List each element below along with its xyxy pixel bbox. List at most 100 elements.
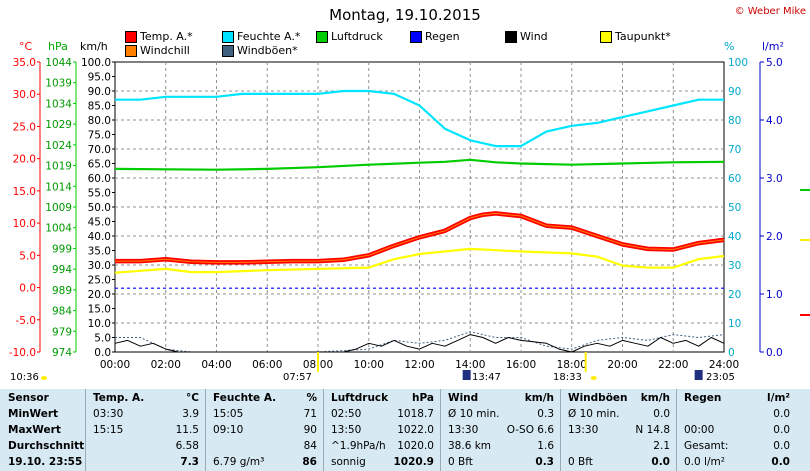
legend-swatch xyxy=(600,30,612,43)
speed-tick-label: 10.0 xyxy=(88,318,111,330)
temp-tick-label: -5.0 xyxy=(16,315,37,327)
humidity-tick-label: 100 xyxy=(728,57,748,69)
moon-phase-icon xyxy=(694,370,703,380)
legend-label: Feuchte A.* xyxy=(237,30,301,43)
table-cell-value-regen: 0.0 xyxy=(773,440,790,452)
speed-tick-label: 75.0 xyxy=(88,130,111,142)
table-header-regen: Regen xyxy=(684,392,722,404)
table-cell-value-boeen: 0.0 xyxy=(651,456,670,468)
pressure-tick-label: 1009 xyxy=(45,202,72,214)
series-line-taupunkt xyxy=(114,247,725,274)
speed-tick-label: 85.0 xyxy=(88,101,111,113)
temp-tick-label: 30.0 xyxy=(13,89,36,101)
table-column-divider xyxy=(560,389,561,471)
speed-tick-label: 40.0 xyxy=(88,231,111,243)
speed-tick-label: 50.0 xyxy=(88,202,111,214)
table-cell-value-regen: 0.0 xyxy=(773,408,790,420)
table-column-divider xyxy=(440,389,441,471)
table-cell-value-feuchte: 71 xyxy=(303,408,317,420)
table-cell-label-feuchte: 6.79 g/m³ xyxy=(213,456,265,468)
humidity-tick-label: 50 xyxy=(728,202,741,214)
rain-tick-label: 2.0 xyxy=(766,231,783,243)
table-cell-label-wind: 0 Bft xyxy=(448,456,473,468)
temp-tick-label: 25.0 xyxy=(13,121,36,133)
speed-tick-label: 90.0 xyxy=(88,86,111,98)
moon-time-2: 23:05 xyxy=(706,372,735,383)
rain-tick-label: 0.0 xyxy=(766,347,783,359)
rain-tick-label: 3.0 xyxy=(766,173,783,185)
humidity-tick-label: 90 xyxy=(728,86,741,98)
pressure-tick-label: 994 xyxy=(52,264,72,276)
row-label-min: MinWert xyxy=(8,408,59,420)
x-tick-label: 00:00 xyxy=(100,359,130,371)
table-column-divider xyxy=(676,389,677,471)
pressure-tick-label: 989 xyxy=(52,285,72,297)
pressure-tick-label: 984 xyxy=(52,306,72,318)
table-header-luftdruck: Luftdruck xyxy=(331,392,389,404)
humidity-tick-label: 40 xyxy=(728,231,741,243)
x-tick-label: 20:00 xyxy=(607,359,637,371)
table-cell-value-temp: 3.9 xyxy=(182,408,199,420)
legend-item: Windchill xyxy=(125,44,190,57)
table-cell-value-temp: 6.58 xyxy=(175,440,199,452)
legend-label: Regen xyxy=(425,30,460,43)
chart-title: Montag, 19.10.2015 xyxy=(329,6,481,24)
temp-tick-label: 10.0 xyxy=(13,218,36,230)
humidity-tick-label: 60 xyxy=(728,173,741,185)
series-line-wind xyxy=(114,334,725,353)
legend-item: Regen xyxy=(410,30,460,43)
pressure-axis-unit: hPa xyxy=(48,40,68,53)
x-tick-label: 06:00 xyxy=(252,359,282,371)
table-cell-label-feuchte: 15:05 xyxy=(213,408,244,420)
table-cell-label-luftdruck: sonnig xyxy=(331,456,366,468)
humidity-tick-label: 30 xyxy=(728,260,741,272)
x-tick-label: 18:00 xyxy=(557,359,587,371)
table-cell-value-luftdruck: 1020.0 xyxy=(397,440,434,452)
row-label-current: 19.10. 23:55 xyxy=(8,456,83,468)
table-column-divider xyxy=(85,389,86,471)
pressure-tick-label: 1044 xyxy=(45,57,72,69)
table-cell-value-temp: 11.5 xyxy=(175,424,199,436)
moon-icon xyxy=(41,376,47,380)
humidity-tick-label: 0 xyxy=(728,347,735,359)
speed-tick-label: 55.0 xyxy=(88,188,111,200)
table-cell-value-feuchte: 90 xyxy=(303,424,317,436)
temp-axis-unit: °C xyxy=(19,40,33,53)
table-cell-value-boeen: 0.0 xyxy=(653,408,670,420)
humidity-tick-label: 70 xyxy=(728,144,741,156)
temp-tick-label: 20.0 xyxy=(13,154,36,166)
table-unit-regen: l/m² xyxy=(767,392,790,404)
pressure-tick-label: 979 xyxy=(52,326,72,338)
speed-tick-label: 70.0 xyxy=(88,144,111,156)
speed-tick-label: 30.0 xyxy=(88,260,111,272)
legend-item: Taupunkt* xyxy=(600,30,671,43)
table-cell-value-wind: 0.3 xyxy=(537,408,554,420)
x-tick-label: 10:00 xyxy=(354,359,384,371)
humidity-tick-label: 80 xyxy=(728,115,741,127)
table-cell-value-wind: 1.6 xyxy=(537,440,554,452)
table-cell-value-wind: 0.3 xyxy=(535,456,554,468)
table-cell-label-boeen: 13:30 xyxy=(568,424,599,436)
legend-item: Feuchte A.* xyxy=(222,30,300,43)
pressure-tick-label: 999 xyxy=(52,243,72,255)
table-cell-label-temp: 03:30 xyxy=(93,408,124,420)
table-cell-value-luftdruck: 1018.7 xyxy=(397,408,434,420)
moonset-time: 10:36 xyxy=(10,372,39,383)
sunset-time: 18:33 xyxy=(553,372,582,383)
legend-swatch xyxy=(222,44,234,57)
table-cell-label-boeen: Ø 10 min. xyxy=(568,408,620,420)
pressure-tick-label: 1014 xyxy=(45,181,72,193)
x-tick-label: 22:00 xyxy=(658,359,688,371)
table-cell-value-luftdruck: 1020.9 xyxy=(393,456,434,468)
legend-label: Windchill xyxy=(140,44,190,57)
x-tick-label: 16:00 xyxy=(506,359,536,371)
legend-item: Windböen* xyxy=(222,44,298,57)
speed-tick-label: 25.0 xyxy=(88,275,111,287)
weather-chart: 35.0 30.0 25.0 20.0 15.0 10.0 5.0 0.0 -5.0 -10.0 1… xyxy=(9,57,810,380)
legend-swatch xyxy=(316,30,328,43)
legend-swatch xyxy=(410,30,422,43)
table-cell-label-boeen: 0 Bft xyxy=(568,456,593,468)
pressure-tick-label: 1039 xyxy=(45,78,72,90)
table-cell-value-temp: 7.3 xyxy=(180,456,199,468)
pressure-tick-label: 1029 xyxy=(45,119,72,131)
